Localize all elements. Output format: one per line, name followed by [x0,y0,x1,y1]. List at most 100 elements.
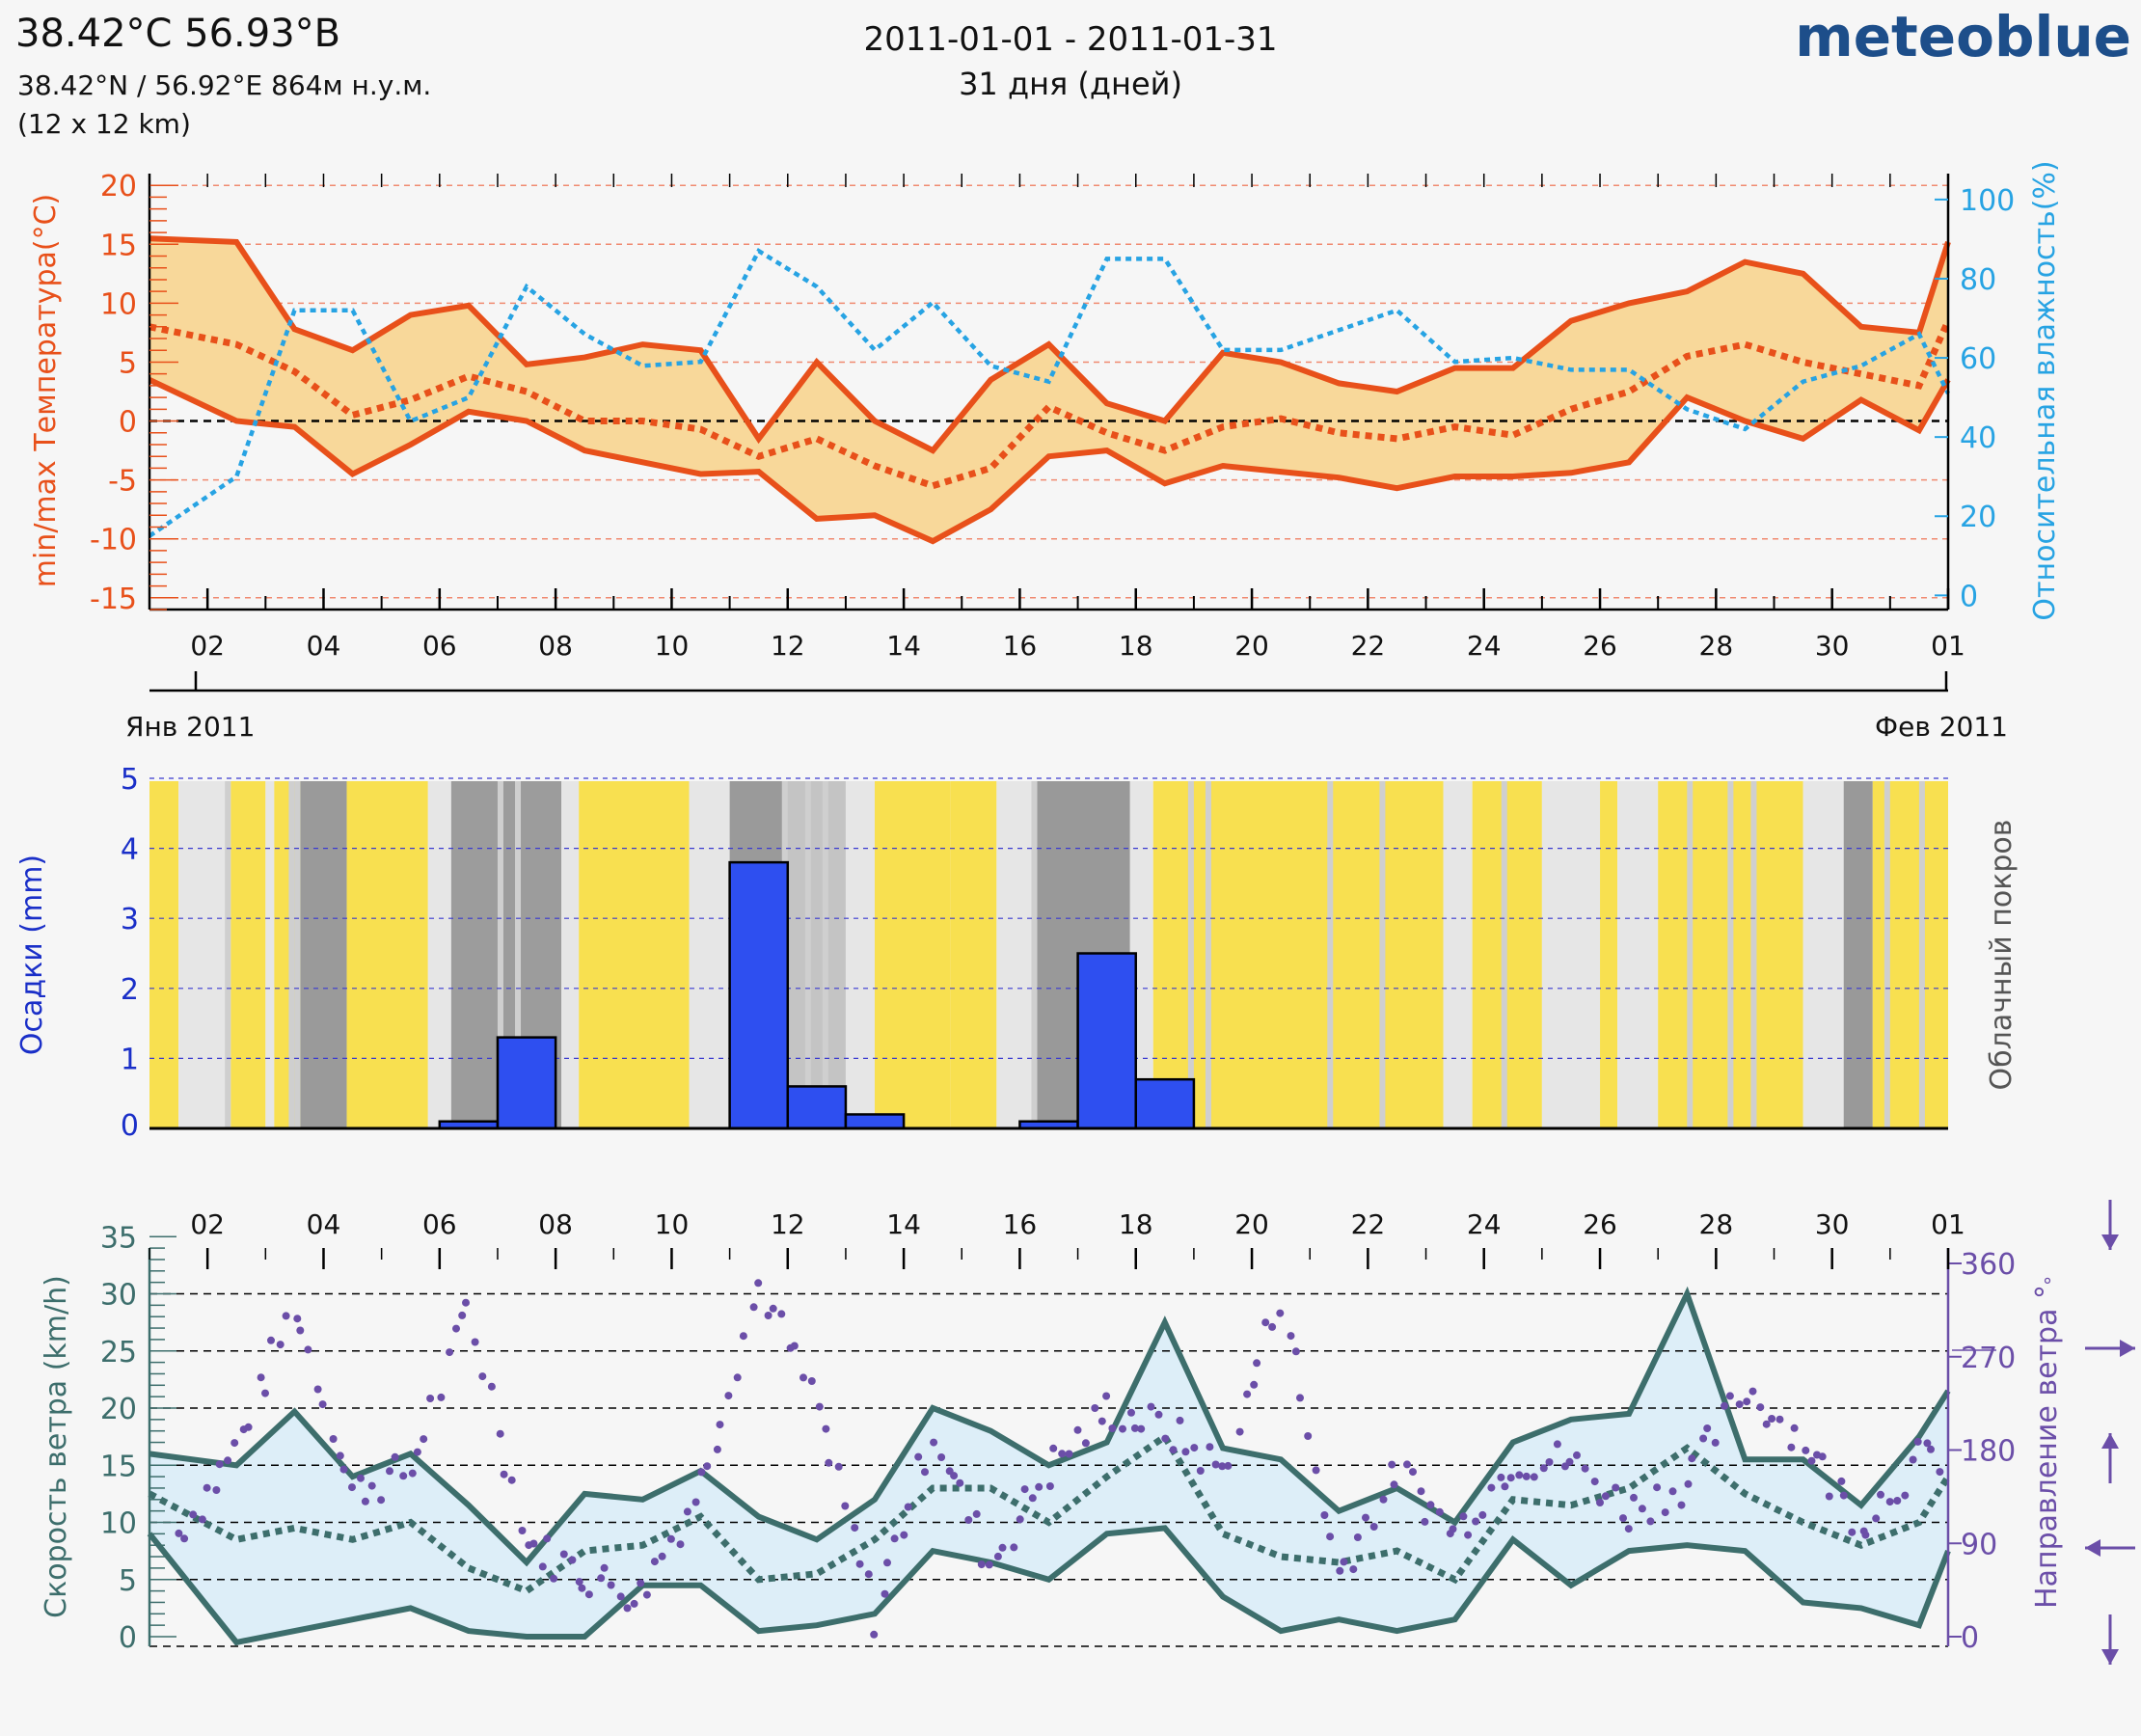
cloud-cover-band [996,781,1038,1128]
temperature-tick-label: 10 [100,287,137,321]
wind-direction-point [881,1589,889,1598]
temperature-tick-label: 15 [100,229,137,262]
west-wind-arrow-icon [2085,1539,2135,1557]
wind-direction-point [1913,1437,1922,1446]
wind-direction-point [1497,1473,1505,1481]
cloud-cover-band [1472,781,1542,1128]
wind-direction-point [1596,1499,1604,1506]
temperature-tick-label: -15 [90,583,137,616]
cloud-cover-axis-label: Облачный покров [1985,820,2019,1091]
wind-direction-point [361,1497,369,1505]
wind-direction-point [267,1336,275,1344]
x-tick-label: 24 [1467,1208,1502,1240]
wind-direction-point [367,1481,376,1490]
wind-direction-point [777,1310,786,1318]
wind-direction-point [1320,1511,1329,1519]
wind-direction-point [1545,1458,1554,1466]
month-label-end: Фев 2011 [1875,711,2008,743]
wind-direction-tick-label: 0 [1961,1621,1979,1655]
wind-direction-point [1098,1417,1106,1425]
humidity-tick-label: 60 [1960,342,1996,376]
precipitation-tick-label: 5 [121,763,139,797]
wind-direction-point [399,1472,408,1480]
wind-direction-point [1699,1434,1708,1443]
wind-direction-point [413,1448,421,1456]
temperature-axes: 20 15 10 5 0 -5 -10 -15 100 80 60 40 20 0 02 04 06 08 10 12… [90,170,2015,662]
precipitation-tick-label: 4 [121,833,139,867]
wind-direction-point [864,1570,873,1579]
wind-direction-point [623,1604,632,1613]
wind-speed-tick-label: 30 [100,1279,137,1313]
wind-direction-point [900,1531,908,1539]
wind-speed-tick-label: 10 [100,1507,137,1541]
precipitation-bar [1134,1077,1196,1130]
wind-direction-point [930,1438,938,1447]
cloud-cover-band [346,781,428,1128]
header-grid-resolution: (12 x 12 km) [17,108,191,140]
wind-direction-point [276,1341,285,1349]
wind-direction-point [1206,1443,1214,1451]
wind-direction-point [1848,1528,1856,1536]
wind-direction-point [1449,1525,1457,1533]
header-days-count: 31 дня (дней) [959,66,1182,102]
precipitation-bar [496,1036,557,1130]
wind-direction-point [1196,1467,1205,1475]
wind-direction-point [1426,1501,1435,1509]
wind-direction-point [1923,1439,1932,1448]
x-tick-label: 20 [1234,630,1269,662]
wind-speed-tick-label: 15 [100,1450,137,1483]
wind-direction-point [500,1470,508,1478]
wind-mean-line [148,1431,1951,1595]
wind-direction-point [764,1312,772,1319]
wind-direction-point [329,1435,338,1443]
wind-direction-point [452,1324,460,1333]
wind-direction-point [1459,1512,1468,1521]
wind-direction-points [175,1279,1944,1639]
wind-direction-tick-label: 90 [1961,1528,1997,1561]
precipitation-tick-label: 1 [121,1043,139,1076]
x-tick-label: 01 [1931,630,1965,662]
wind-direction-point [1802,1446,1810,1454]
humidity-tick-label: 40 [1960,421,1996,455]
x-tick-label: 16 [1003,1208,1038,1240]
wind-direction-point [683,1507,691,1516]
wind-direction-point [1839,1491,1848,1500]
wind-direction-point [1668,1487,1677,1496]
humidity-tick-label: 80 [1960,263,1996,297]
x-tick-label: 28 [1699,1208,1734,1240]
wind-speed-tick-label: 5 [119,1564,137,1598]
wind-direction-point [1901,1491,1910,1500]
wind-max-line [149,1286,1951,1567]
wind-direction-point [1487,1483,1496,1492]
wind-direction-point [1885,1498,1894,1506]
wind-direction-point [1250,1380,1259,1389]
wind-direction-point [1379,1495,1388,1504]
cloud-cover-band [427,781,451,1128]
wind-direction-point [1243,1390,1252,1398]
wind-direction-point [1506,1474,1515,1482]
wind-direction-point [1028,1494,1037,1503]
wind-direction-point [446,1348,454,1357]
wind-direction-point [1927,1445,1935,1453]
wind-direction-point [1522,1472,1531,1480]
humidity-tick-label: 100 [1960,184,2015,218]
cloud-cover-streak [1750,781,1757,1128]
wind-direction-point [1539,1464,1548,1473]
wind-direction-point [1181,1448,1190,1456]
precipitation-axes: 5 4 3 2 1 0 [121,763,1948,1143]
wind-panel: 35 30 25 20 15 10 5 0 360 270 180 90 0 02 04 06 08 10 12 14… [40,1200,2135,1665]
humidity-tick-label: 0 [1960,580,1978,613]
wind-direction-point [348,1483,356,1492]
wind-direction-point [691,1498,700,1506]
wind-direction-point [1108,1424,1117,1432]
wind-direction-point [1218,1462,1227,1471]
cloud-cover-streak [515,781,522,1128]
wind-direction-axis-label: Направление ветра ° [2030,1285,2064,1609]
wind-direction-point [496,1429,504,1438]
x-tick-label: 22 [1351,630,1386,662]
wind-speed-tick-label: 35 [100,1221,137,1255]
cloud-cover-band [875,781,951,1128]
wind-direction-point [1735,1400,1744,1409]
wind-direction-point [1565,1457,1574,1466]
